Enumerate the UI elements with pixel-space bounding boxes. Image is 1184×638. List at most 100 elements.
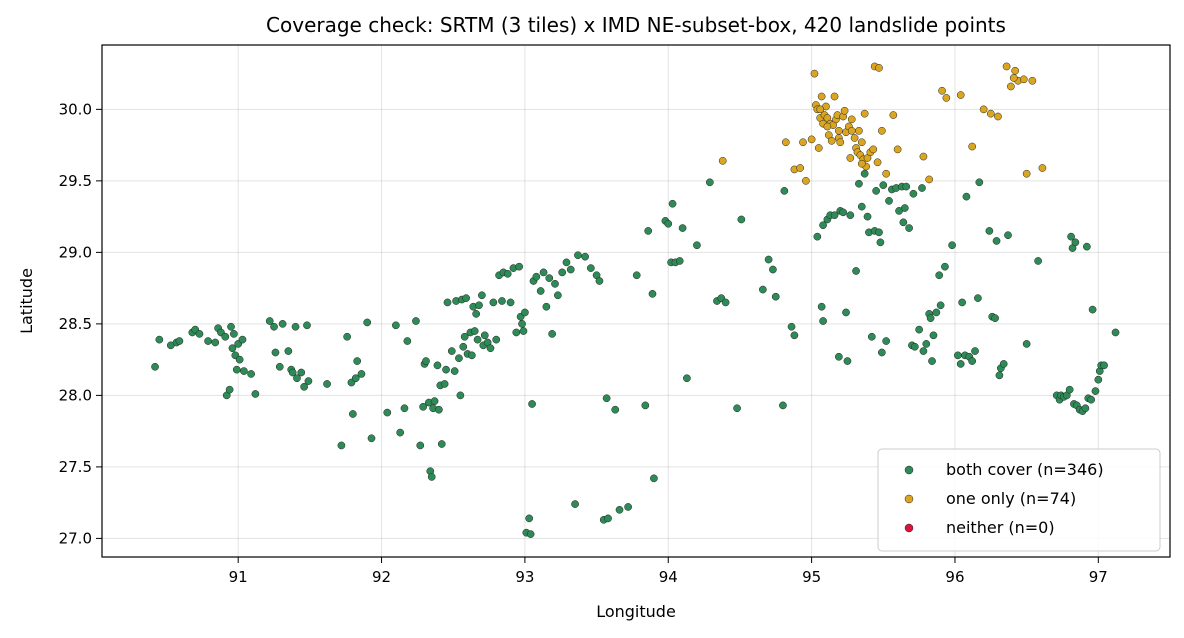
data-point <box>839 208 847 217</box>
data-point <box>842 308 850 317</box>
data-point <box>925 175 934 184</box>
data-point <box>419 402 427 411</box>
data-point <box>1111 328 1120 337</box>
data-point <box>919 347 928 355</box>
data-point <box>846 154 855 162</box>
data-point <box>733 404 741 413</box>
data-point <box>991 314 999 323</box>
data-point <box>974 294 982 302</box>
data-point <box>343 332 351 341</box>
data-point <box>855 179 863 188</box>
data-point <box>830 92 839 101</box>
data-point <box>1002 62 1011 71</box>
data-point <box>878 348 886 357</box>
data-point <box>518 320 526 328</box>
data-point <box>455 354 463 363</box>
data-point <box>968 142 977 151</box>
data-point <box>571 500 579 508</box>
data-point <box>536 287 545 295</box>
data-point <box>602 394 611 403</box>
data-point <box>918 184 926 192</box>
data-point <box>836 138 845 147</box>
y-tick-label: 27.0 <box>59 529 92 547</box>
data-point <box>228 344 237 353</box>
data-point <box>525 514 534 523</box>
x-tick-label: 91 <box>229 568 248 586</box>
data-point <box>962 192 971 201</box>
data-point <box>834 352 843 361</box>
y-tick-label: 28.5 <box>59 315 92 333</box>
data-point <box>819 317 827 325</box>
data-point <box>790 331 799 340</box>
data-point <box>357 370 366 378</box>
data-point <box>932 308 941 317</box>
data-point <box>863 212 872 221</box>
data-point <box>985 227 994 235</box>
data-point <box>459 342 468 351</box>
data-point <box>1019 75 1028 84</box>
data-point <box>876 238 885 247</box>
data-point <box>780 187 789 195</box>
data-point <box>705 178 714 187</box>
data-point <box>1011 66 1020 75</box>
x-tick-label: 96 <box>945 568 964 586</box>
data-point <box>999 360 1008 368</box>
data-point <box>1087 395 1096 404</box>
x-tick-label: 92 <box>372 568 391 586</box>
data-point <box>936 301 945 310</box>
data-point <box>721 298 730 307</box>
data-point <box>337 441 346 450</box>
data-point <box>1009 74 1018 82</box>
data-point <box>293 374 301 383</box>
data-point <box>468 351 476 360</box>
data-point <box>994 112 1002 121</box>
data-point <box>737 215 746 224</box>
data-point <box>624 503 632 511</box>
data-point <box>1022 340 1031 348</box>
data-point <box>151 362 159 371</box>
data-point <box>900 204 909 212</box>
data-point <box>392 321 400 330</box>
data-point <box>787 322 796 331</box>
data-point <box>430 397 439 405</box>
data-point <box>668 199 677 208</box>
data-point <box>926 314 935 323</box>
data-point <box>817 92 826 101</box>
data-point <box>278 320 287 328</box>
chart-title: Coverage check: SRTM (3 tiles) x IMD NE-… <box>266 13 1006 37</box>
data-point <box>1065 385 1074 394</box>
data-point <box>810 69 819 78</box>
data-point <box>515 262 524 271</box>
data-point <box>899 218 908 227</box>
data-point <box>986 109 995 118</box>
data-point <box>240 367 248 375</box>
data-point <box>498 297 506 305</box>
data-point <box>1022 169 1031 178</box>
y-tick-label: 27.5 <box>59 458 92 476</box>
data-point <box>869 145 878 154</box>
data-point <box>472 310 481 318</box>
data-point <box>403 337 412 345</box>
data-point <box>781 138 790 147</box>
data-point <box>383 408 392 417</box>
data-point <box>526 530 535 538</box>
data-point <box>247 370 255 378</box>
data-point <box>882 169 891 178</box>
data-point <box>443 298 452 307</box>
data-point <box>857 159 866 168</box>
legend-marker <box>904 523 914 533</box>
data-point <box>664 219 673 228</box>
data-point <box>857 138 866 147</box>
data-point <box>1034 257 1042 265</box>
data-point <box>297 368 306 377</box>
data-point <box>867 332 876 341</box>
data-point <box>271 348 280 357</box>
data-point <box>473 335 482 344</box>
data-point <box>291 322 300 331</box>
series-1 <box>718 62 1047 185</box>
data-point <box>1094 375 1103 384</box>
data-point <box>1088 305 1097 314</box>
data-point <box>840 106 849 115</box>
data-point <box>1028 76 1037 85</box>
